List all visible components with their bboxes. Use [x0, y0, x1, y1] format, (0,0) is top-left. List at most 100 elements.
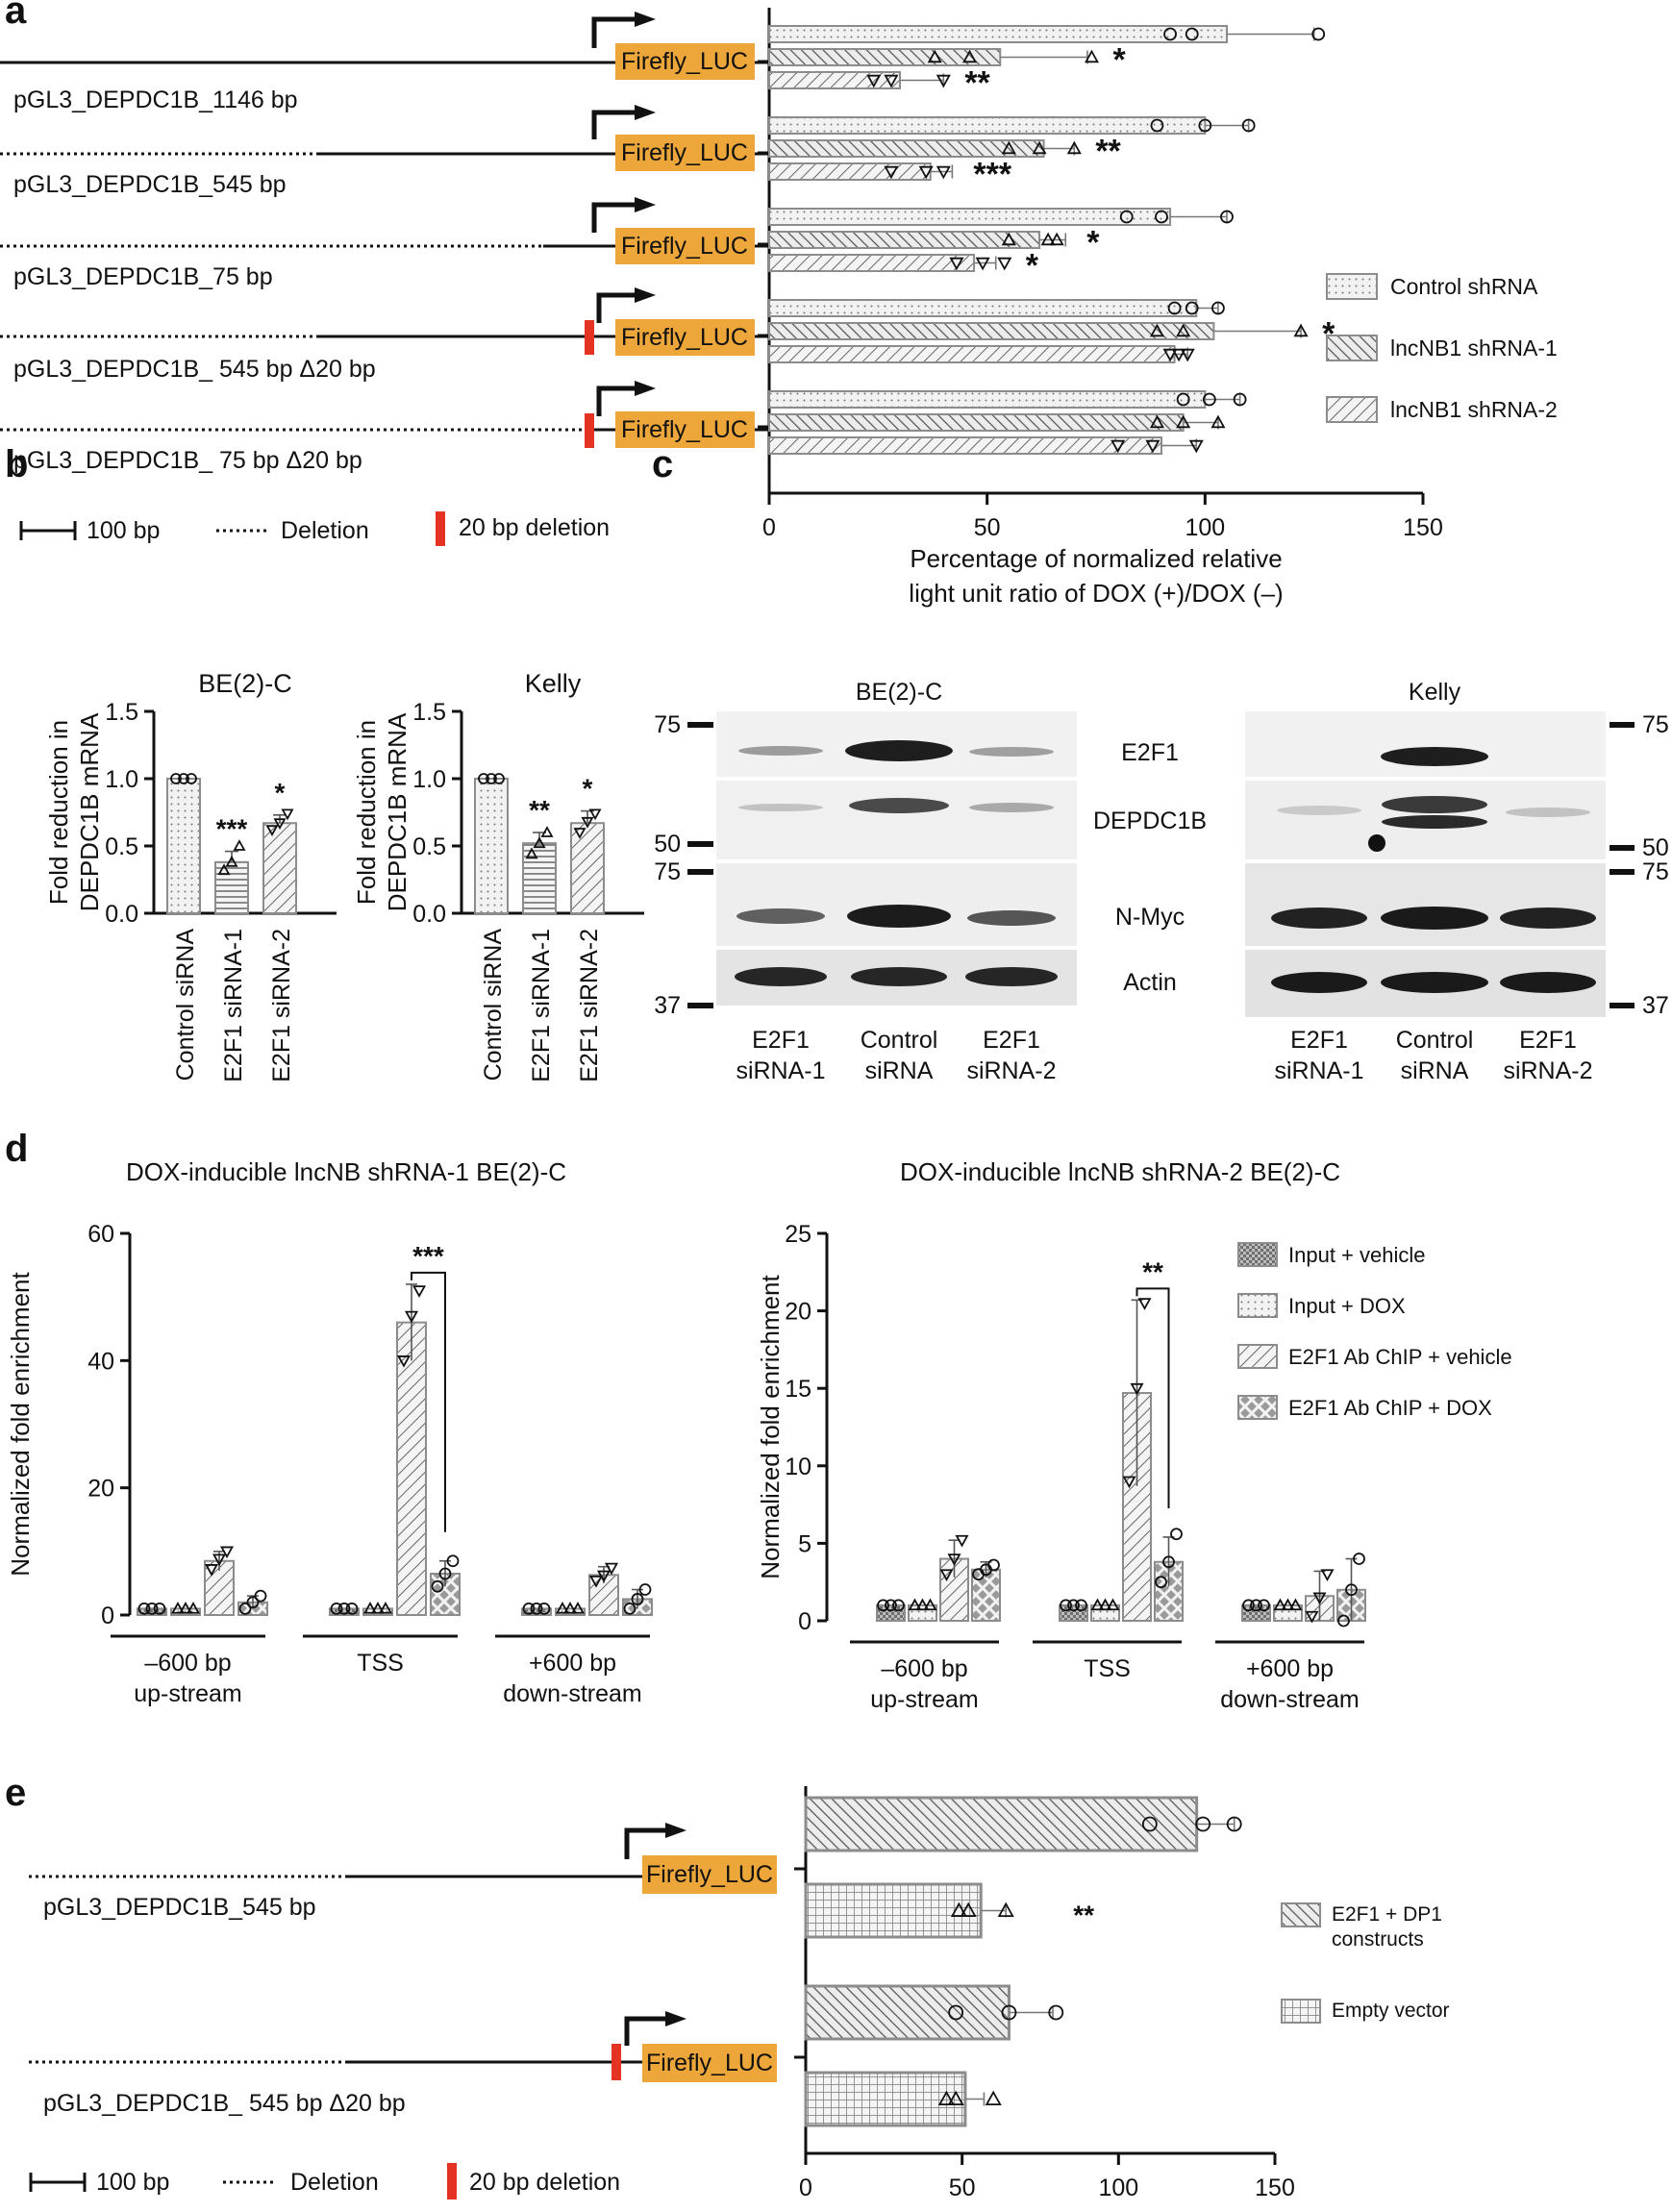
firefly-luc-label: Firefly_LUC: [646, 1861, 773, 1888]
data-point: [330, 1602, 343, 1615]
lane-label: E2F1: [983, 1027, 1040, 1054]
data-point: [1149, 323, 1164, 337]
data-point: [884, 165, 899, 180]
scale-bp-label: 100 bp: [96, 2169, 169, 2196]
bar: [804, 2071, 967, 2127]
data-point: [540, 826, 554, 837]
data-point: [1176, 414, 1191, 429]
data-point: [254, 1589, 267, 1603]
legend-label: constructs: [1332, 1928, 1424, 1951]
significance-label: **: [964, 65, 990, 102]
firefly-luc-box: [615, 228, 755, 264]
data-point: [987, 1558, 1000, 1572]
data-point: [238, 1602, 252, 1615]
blot-band: [1381, 972, 1488, 993]
deletion-20bp-legend-mark: [436, 511, 445, 546]
data-point: [1305, 1610, 1319, 1624]
bar: [474, 778, 509, 914]
blot-strip: [1245, 711, 1606, 777]
group-label: +600 bp: [529, 1650, 616, 1677]
data-point: [219, 1546, 235, 1559]
mw-marker: 75: [1642, 858, 1669, 885]
legend-swatch: [1326, 396, 1378, 423]
data-point: [530, 1602, 543, 1615]
bar: [768, 322, 1215, 340]
x-tick-label: 150: [1255, 2175, 1295, 2201]
data-point: [486, 773, 497, 784]
significance-label: ***: [216, 814, 248, 844]
construct-label: pGL3_DEPDC1B_545 bp: [13, 171, 287, 198]
data-point: [438, 1567, 452, 1580]
blot-title-be2c: BE(2)-C: [856, 679, 942, 706]
data-point: [1320, 1569, 1335, 1581]
blot-band: [1381, 907, 1488, 930]
bar: [555, 1607, 586, 1616]
data-point: [378, 1602, 393, 1614]
group-label: –600 bp: [881, 1655, 967, 1682]
panel-d-legend: Input + vehicle Input + DOX E2F1 Ab ChIP +…: [1237, 1242, 1512, 1420]
data-point: [265, 825, 279, 837]
x-tick-label: 0: [799, 2175, 812, 2201]
blot-band: [736, 908, 825, 924]
data-point: [1090, 1598, 1105, 1611]
blot-band: [1506, 808, 1590, 817]
data-point: [623, 1602, 636, 1615]
chart-title: DOX-inducible lncNB shRNA-1 BE(2)-C: [126, 1157, 566, 1186]
y-tick-label: 0: [101, 1603, 114, 1629]
bar: [166, 778, 201, 914]
data-point: [947, 1553, 961, 1566]
lane-label: siRNA-1: [736, 1057, 825, 1084]
panel-b-letter: b: [5, 443, 28, 485]
data-point: [217, 863, 231, 876]
data-point: [947, 2090, 964, 2105]
panel-d-letter: d: [5, 1128, 28, 1170]
data-point: [1288, 1598, 1303, 1611]
legend-swatch: [1237, 1395, 1278, 1420]
tss-arrow: [591, 110, 642, 139]
lane-label: E2F1: [752, 1027, 810, 1054]
y-tick-label: 25: [785, 1221, 811, 1248]
blot-spot: [1368, 834, 1385, 852]
data-point: [573, 828, 586, 839]
tss-arrow: [591, 202, 642, 233]
data-point: [1273, 1598, 1287, 1611]
tss-arrow: [596, 385, 642, 416]
data-point: [412, 1285, 427, 1298]
group-label: TSS: [357, 1650, 404, 1677]
bar: [804, 1984, 1011, 2041]
data-point: [1048, 2004, 1064, 2021]
x-axis-title: Percentage of normalized relative: [910, 544, 1282, 573]
bar: [329, 1607, 360, 1616]
panel-e-chart: 0 50 100 150 **: [794, 1786, 1295, 2201]
data-point: [631, 1593, 644, 1605]
tss-arrowhead: [665, 1823, 686, 1838]
deletion-20bp-mark: [585, 320, 594, 355]
data-point: [1106, 1598, 1120, 1611]
x-tick-label: 50: [974, 514, 1001, 541]
firefly-luc-label: Firefly_LUC: [621, 324, 748, 351]
data-point: [949, 257, 964, 271]
data-point: [1163, 27, 1177, 41]
blot-band: [1271, 972, 1367, 993]
tss-arrowhead: [635, 381, 656, 396]
significance-label: *: [1086, 225, 1100, 261]
data-point: [588, 1575, 604, 1588]
chart-title: Kelly: [525, 669, 582, 698]
data-point: [1150, 118, 1164, 133]
data-point: [186, 773, 197, 784]
data-point: [522, 1602, 536, 1615]
panel-a-legend: Control shRNA lncNB1 shRNA-1 lncNB1 shRNA-…: [1326, 273, 1558, 423]
data-point: [1001, 140, 1016, 155]
y-tick-label: 1.0: [105, 766, 138, 793]
data-point: [362, 1602, 378, 1614]
bar: [170, 1607, 201, 1616]
data-point: [570, 1602, 586, 1614]
data-point: [1162, 348, 1178, 362]
y-tick-label: 0.0: [105, 901, 138, 928]
bar: [804, 1796, 1199, 1852]
group-label: down-stream: [1220, 1686, 1360, 1713]
data-point: [1075, 1599, 1087, 1612]
significance-label: ***: [973, 157, 1011, 193]
tss-arrowhead: [635, 105, 656, 120]
firefly-luc-box: [615, 411, 755, 448]
